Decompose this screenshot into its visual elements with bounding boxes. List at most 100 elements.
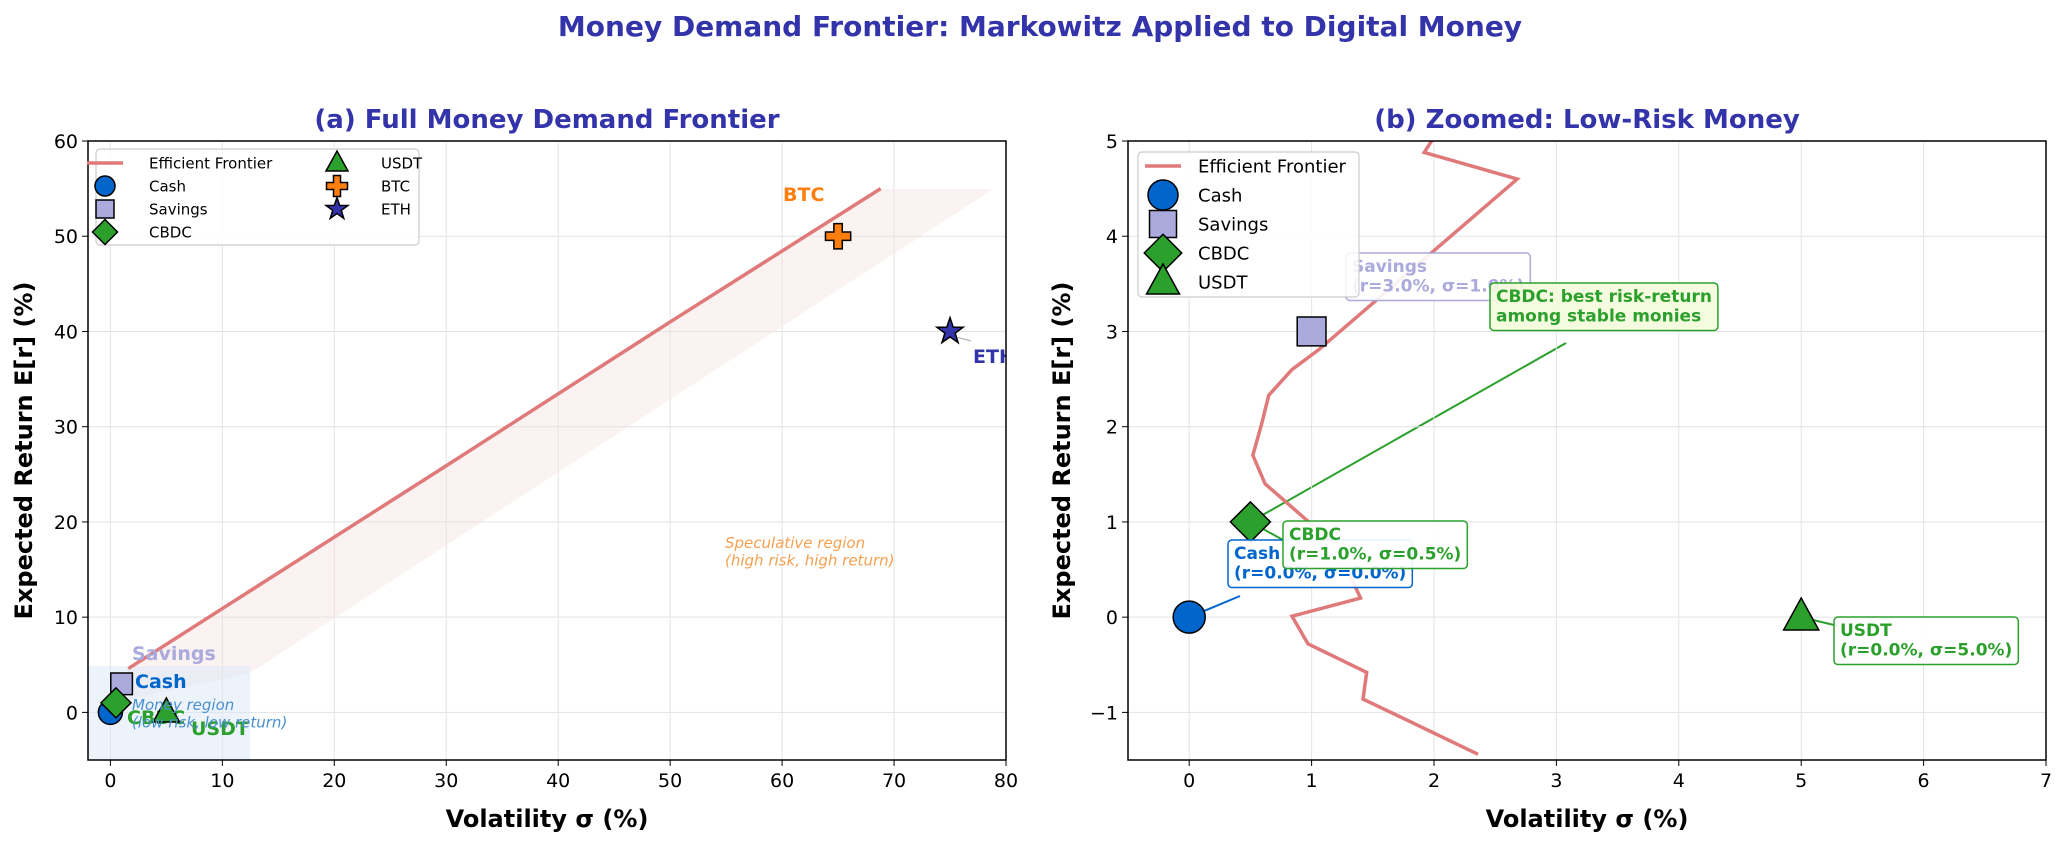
annotation: Money region (low risk, low return) (132, 696, 287, 731)
annotation-box (1489, 282, 1719, 332)
annotation-box (1282, 520, 1469, 570)
x-tick-label: 70 (882, 770, 906, 792)
legend-marker (94, 175, 116, 197)
point (1296, 316, 1327, 347)
label-leader (957, 336, 972, 342)
speculative-region (128, 189, 993, 700)
y-tick-label: 20 (54, 512, 78, 534)
legend-marker (1145, 262, 1181, 295)
point (1782, 596, 1821, 631)
annotation-line: CBDC: best risk-return (1496, 287, 1712, 307)
legend-label: Cash (149, 177, 186, 195)
point-label: Cash (135, 671, 187, 693)
annotation-line: USDT (1840, 621, 1892, 641)
x-tick-label: 10 (210, 770, 234, 792)
legend-marker (325, 174, 349, 198)
y-axis-label: Expected Return E[r] (%) (10, 282, 38, 620)
x-tick-label: 0 (104, 770, 116, 792)
x-tick-label: 30 (434, 770, 458, 792)
legend-marker (95, 199, 115, 219)
y-tick-label: −1 (1090, 702, 1118, 724)
x-tick-label: 80 (994, 770, 1018, 792)
x-axis-label: Volatility σ (%) (446, 805, 649, 833)
y-tick-label: 60 (54, 131, 78, 153)
plot-frame (1127, 140, 2047, 761)
legend-marker (323, 195, 351, 221)
point (99, 686, 133, 719)
annotation: Savings (r=3.0%, σ=1.0%) (1352, 257, 1524, 297)
point (824, 222, 852, 250)
y-tick-label: 10 (54, 607, 78, 629)
legend-label: BTC (381, 177, 410, 195)
annotation-line: (high risk, high return) (725, 551, 894, 569)
annotation-line: CBDC (1289, 525, 1341, 545)
annotation-arrow (1249, 342, 1567, 523)
point (934, 315, 966, 345)
x-tick-label: 2 (1428, 770, 1440, 792)
x-tick-label: 6 (1918, 770, 1930, 792)
x-tick-label: 4 (1673, 770, 1685, 792)
y-tick-label: 50 (54, 226, 78, 248)
annotation: USDT (r=0.0%, σ=5.0%) (1840, 621, 2012, 661)
y-tick-label: 0 (66, 702, 78, 724)
y-tick-label: 30 (54, 417, 78, 439)
point-label: Savings (132, 643, 216, 665)
point-label: BTC (783, 184, 824, 206)
panel: Cash Savings CBDC USDT BTC ETH Speculative reg… (10, 105, 1018, 833)
point-label: ETH (973, 346, 1015, 368)
legend-label: CBDC (1198, 243, 1249, 264)
legend-box (95, 148, 420, 246)
legend-marker (324, 149, 350, 172)
legend-label: Cash (1198, 185, 1242, 206)
x-axis-label: Volatility σ (%) (1486, 805, 1689, 833)
x-tick-label: 0 (1183, 770, 1195, 792)
y-tick-label: 3 (1106, 321, 1118, 343)
annotation-line: (r=0.0%, σ=5.0%) (1840, 641, 2012, 661)
legend-marker (1148, 209, 1178, 239)
x-tick-label: 40 (546, 770, 570, 792)
x-tick-label: 60 (770, 770, 794, 792)
point (151, 696, 181, 723)
y-tick-label: 1 (1106, 512, 1118, 534)
legend-label: CBDC (149, 223, 192, 241)
annotation-line: (r=1.0%, σ=0.5%) (1289, 545, 1461, 565)
legend-label: Savings (149, 200, 208, 218)
x-tick-label: 3 (1550, 770, 1562, 792)
annotation-box (1833, 616, 2020, 666)
y-axis-label: Expected Return E[r] (%) (1048, 282, 1076, 620)
y-tick-label: 40 (54, 321, 78, 343)
point-label: USDT (191, 718, 249, 740)
annotation: Speculative region (high risk, high retur… (725, 534, 894, 569)
legend-label: Savings (1198, 214, 1268, 235)
y-tick-label: 5 (1106, 131, 1118, 153)
annotation-line: Savings (1352, 257, 1427, 277)
point (1172, 600, 1206, 634)
legend-marker (1147, 179, 1179, 211)
x-tick-label: 5 (1795, 770, 1807, 792)
x-tick-label: 50 (658, 770, 682, 792)
annotation-line: Speculative region (725, 534, 865, 552)
legend-label: Efficient Frontier (149, 154, 273, 172)
legend-label: Efficient Frontier (1198, 156, 1347, 177)
legend-label: USDT (381, 154, 423, 172)
annotation: CBDC (r=1.0%, σ=0.5%) (1289, 525, 1461, 565)
annotation-line: among stable monies (1496, 307, 1701, 327)
y-tick-label: 4 (1106, 226, 1118, 248)
annotation-line: (low risk, low return) (132, 713, 287, 731)
annotation: CBDC: best risk-return among stable monie… (1496, 287, 1712, 327)
plot-content: Savings (r=3.0%, σ=1.0%)CBDC: best risk-r… (1128, 141, 2046, 760)
figure-title: Money Demand Frontier: Markowitz Applied… (558, 10, 1522, 43)
y-tick-label: 2 (1106, 417, 1118, 439)
panel: Savings (r=3.0%, σ=1.0%)CBDC: best risk-r… (1048, 105, 2052, 833)
legend-label: USDT (1198, 272, 1248, 293)
legend-box (1137, 151, 1360, 298)
x-tick-label: 1 (1306, 770, 1318, 792)
panel-title: (a) Full Money Demand Frontier (314, 105, 779, 135)
x-tick-label: 7 (2040, 770, 2052, 792)
x-tick-label: 20 (322, 770, 346, 792)
plot-content: Cash Savings CBDC USDT BTC ETH Speculative reg… (88, 141, 1015, 760)
plot-frame (87, 140, 1007, 761)
legend-label: ETH (381, 200, 411, 218)
annotation-line: (r=3.0%, σ=1.0%) (1352, 277, 1524, 297)
